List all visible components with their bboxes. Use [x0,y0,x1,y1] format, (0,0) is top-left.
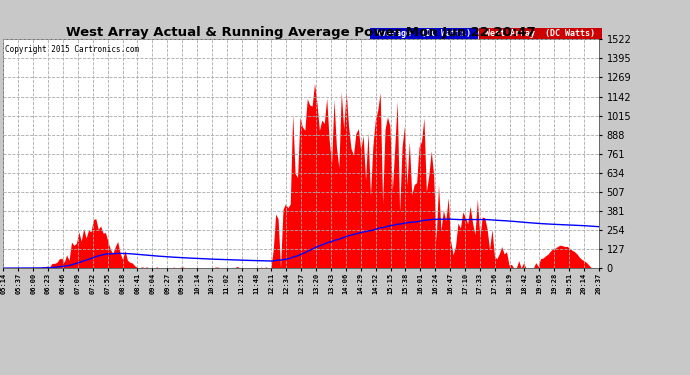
Text: Copyright 2015 Cartronics.com: Copyright 2015 Cartronics.com [5,45,139,54]
Text: West Array  (DC Watts): West Array (DC Watts) [480,29,600,38]
Title: West Array Actual & Running Average Power Mon Jun 22 20:47: West Array Actual & Running Average Powe… [66,26,536,39]
Text: Average  (DC Watts): Average (DC Watts) [371,29,477,38]
